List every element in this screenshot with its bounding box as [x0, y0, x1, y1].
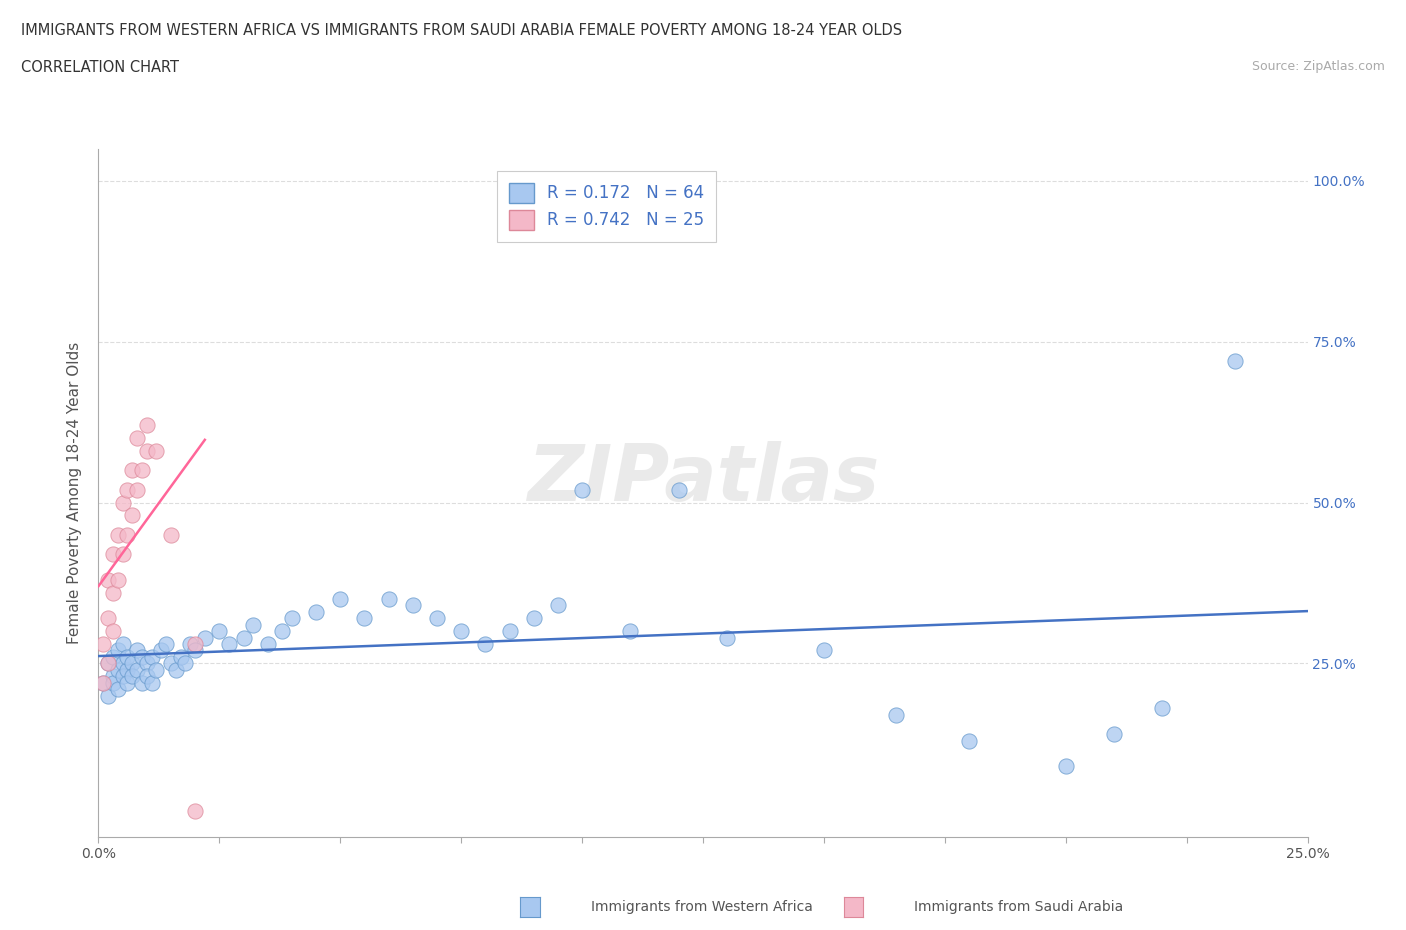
Point — [121, 463, 143, 478]
Y-axis label: Female Poverty Among 18-24 Year Olds: Female Poverty Among 18-24 Year Olds — [67, 342, 83, 644]
Point — [121, 656, 143, 671]
Legend: R = 0.172   N = 64, R = 0.742   N = 25: R = 0.172 N = 64, R = 0.742 N = 25 — [496, 171, 716, 242]
Point — [101, 547, 124, 562]
Point — [101, 675, 124, 690]
Point — [127, 483, 149, 498]
Point — [117, 527, 139, 542]
Point — [160, 656, 183, 671]
Point — [135, 418, 157, 432]
Point — [141, 675, 163, 690]
Point — [111, 669, 134, 684]
Point — [97, 688, 120, 703]
Point — [169, 649, 191, 664]
Text: Immigrants from Saudi Arabia: Immigrants from Saudi Arabia — [914, 899, 1123, 914]
Point — [1223, 353, 1246, 368]
Point — [111, 637, 134, 652]
Point — [111, 495, 134, 510]
Point — [160, 527, 183, 542]
Point — [174, 656, 197, 671]
Point — [523, 611, 546, 626]
Point — [141, 649, 163, 664]
Point — [1054, 759, 1077, 774]
Text: Source: ZipAtlas.com: Source: ZipAtlas.com — [1251, 60, 1385, 73]
Point — [91, 675, 114, 690]
Point — [135, 669, 157, 684]
Point — [668, 483, 690, 498]
Point — [619, 624, 641, 639]
Text: IMMIGRANTS FROM WESTERN AFRICA VS IMMIGRANTS FROM SAUDI ARABIA FEMALE POVERTY AM: IMMIGRANTS FROM WESTERN AFRICA VS IMMIGR… — [21, 23, 903, 38]
Point — [305, 604, 328, 619]
Point — [426, 611, 449, 626]
Point — [242, 618, 264, 632]
Point — [886, 708, 908, 723]
Point — [117, 649, 139, 664]
Point — [101, 669, 124, 684]
Point — [135, 444, 157, 458]
Point — [281, 611, 304, 626]
Point — [97, 572, 120, 587]
Point — [179, 637, 201, 652]
Point — [547, 598, 569, 613]
Point — [91, 675, 114, 690]
Point — [101, 624, 124, 639]
Text: CORRELATION CHART: CORRELATION CHART — [21, 60, 179, 75]
Point — [184, 637, 207, 652]
Text: ZIPatlas: ZIPatlas — [527, 441, 879, 517]
Point — [474, 637, 496, 652]
Point — [353, 611, 375, 626]
Point — [91, 637, 114, 652]
Point — [571, 483, 593, 498]
Point — [208, 624, 231, 639]
Point — [117, 662, 139, 677]
Point — [155, 637, 177, 652]
Text: Immigrants from Western Africa: Immigrants from Western Africa — [591, 899, 813, 914]
Point — [107, 662, 129, 677]
Point — [145, 444, 167, 458]
Point — [111, 656, 134, 671]
Point — [127, 662, 149, 677]
Point — [1152, 701, 1174, 716]
Point — [135, 656, 157, 671]
Point — [232, 631, 254, 645]
Point — [107, 527, 129, 542]
Point — [402, 598, 425, 613]
Point — [498, 624, 520, 639]
Point — [194, 631, 217, 645]
Point — [150, 643, 173, 658]
Point — [107, 643, 129, 658]
Point — [111, 547, 134, 562]
Point — [107, 572, 129, 587]
Point — [127, 643, 149, 658]
Point — [377, 591, 399, 606]
Point — [101, 649, 124, 664]
Point — [101, 585, 124, 600]
Point — [131, 649, 153, 664]
Point — [97, 656, 120, 671]
Point — [131, 463, 153, 478]
Point — [145, 662, 167, 677]
Point — [121, 508, 143, 523]
Point — [813, 643, 835, 658]
Point — [121, 669, 143, 684]
Point — [271, 624, 294, 639]
Point — [131, 675, 153, 690]
Point — [716, 631, 738, 645]
Point — [184, 643, 207, 658]
Point — [127, 431, 149, 445]
Point — [184, 804, 207, 818]
Point — [218, 637, 240, 652]
Point — [107, 682, 129, 697]
Point — [97, 656, 120, 671]
Point — [1102, 726, 1125, 741]
Point — [97, 611, 120, 626]
Point — [117, 483, 139, 498]
Point — [450, 624, 472, 639]
Point — [165, 662, 187, 677]
Point — [957, 733, 980, 748]
Point — [117, 675, 139, 690]
Point — [256, 637, 278, 652]
Point — [329, 591, 352, 606]
